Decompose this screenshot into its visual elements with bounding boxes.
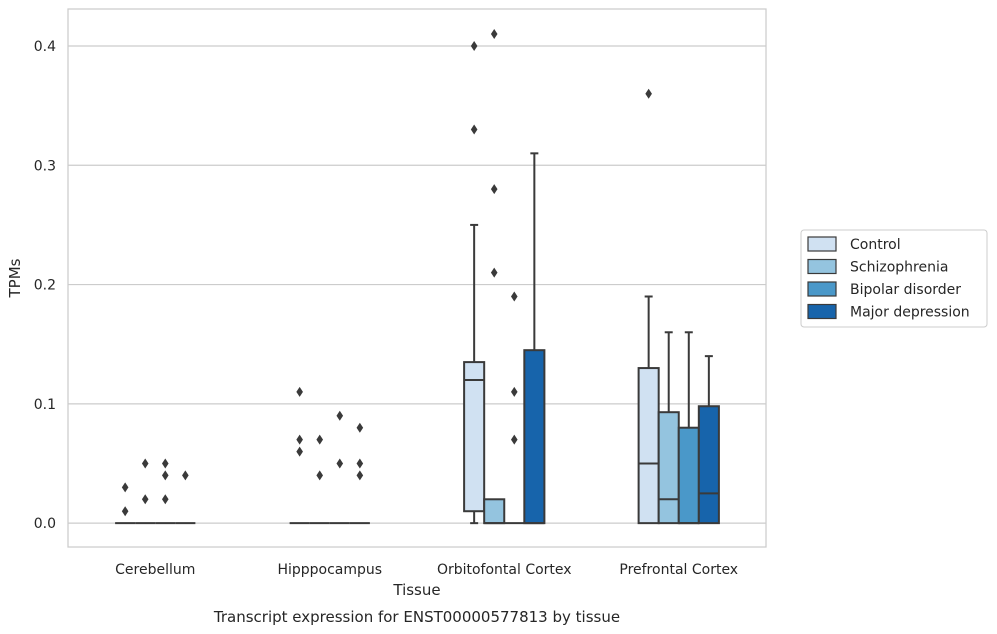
outlier-point	[336, 458, 344, 469]
outlier-point	[182, 470, 189, 481]
outlier-point	[645, 88, 652, 99]
legend-swatch	[807, 281, 837, 297]
outlier-point	[336, 410, 344, 421]
outlier-point	[356, 458, 364, 469]
outlier-point	[510, 434, 518, 445]
box	[677, 426, 700, 525]
outlier-point	[490, 267, 498, 278]
outlier-point	[161, 494, 169, 505]
outlier-point	[356, 470, 364, 481]
x-tick-label: Hipppocampus	[277, 562, 382, 578]
outlier-point	[316, 470, 324, 481]
outlier-point	[121, 506, 129, 517]
y-tick-label: 0.4	[34, 39, 56, 55]
legend: Control Schizophrenia Bipolar disorder Majo…	[800, 229, 988, 328]
legend-frame	[800, 229, 988, 328]
box	[637, 367, 660, 525]
legend-label: Control	[850, 237, 901, 253]
outlier-point	[356, 422, 364, 433]
legend-label: Bipolar disorder	[850, 282, 961, 298]
outlier-point	[490, 29, 498, 40]
y-tick-label: 0.0	[34, 516, 56, 532]
outlier-point	[141, 494, 149, 505]
box-group	[289, 386, 370, 525]
y-tick-label: 0.2	[34, 278, 56, 294]
chart-caption: Transcript expression for ENST0000057781…	[213, 608, 620, 626]
box	[697, 405, 720, 525]
x-axis-label: Tissue	[392, 581, 440, 599]
legend-swatch	[807, 236, 837, 252]
outlier-point	[161, 470, 169, 481]
y-tick-label: 0.1	[34, 397, 56, 413]
box-group	[115, 458, 196, 525]
x-tick-label: Cerebellum	[115, 562, 195, 578]
outlier-point	[296, 434, 303, 445]
legend-swatch	[807, 303, 837, 320]
legend-swatch	[807, 258, 837, 275]
outlier-point	[510, 386, 518, 397]
x-tick-labels: Cerebellum Hipppocampus Orbitofontal Corte…	[115, 562, 738, 578]
box-group	[463, 29, 546, 525]
outlier-point	[510, 291, 518, 302]
box	[657, 411, 680, 525]
box	[483, 498, 506, 525]
y-axis-label: TPMs	[6, 258, 24, 298]
outlier-point	[470, 124, 478, 135]
box-groups	[115, 29, 720, 525]
outlier-point	[141, 458, 149, 469]
outlier-point	[121, 482, 129, 493]
legend-label: Major depression	[850, 305, 970, 321]
outlier-point	[490, 184, 498, 195]
plot-frame	[67, 8, 767, 548]
outlier-point	[470, 40, 478, 51]
outlier-point	[296, 446, 303, 457]
outlier-point	[296, 386, 303, 397]
y-tick-label: 0.3	[34, 158, 56, 174]
box-group	[637, 88, 720, 525]
y-tick-labels: 0.0 0.1 0.2 0.3 0.4	[34, 39, 56, 532]
legend-items: Control Schizophrenia Bipolar disorder Majo…	[807, 236, 970, 321]
outlier-point	[316, 434, 324, 445]
x-tick-label: Prefrontal Cortex	[619, 562, 738, 578]
x-tick-label: Orbitofontal Cortex	[437, 562, 572, 578]
outlier-point	[161, 458, 169, 469]
legend-label: Schizophrenia	[850, 260, 948, 276]
box	[463, 361, 486, 513]
box	[523, 349, 546, 525]
